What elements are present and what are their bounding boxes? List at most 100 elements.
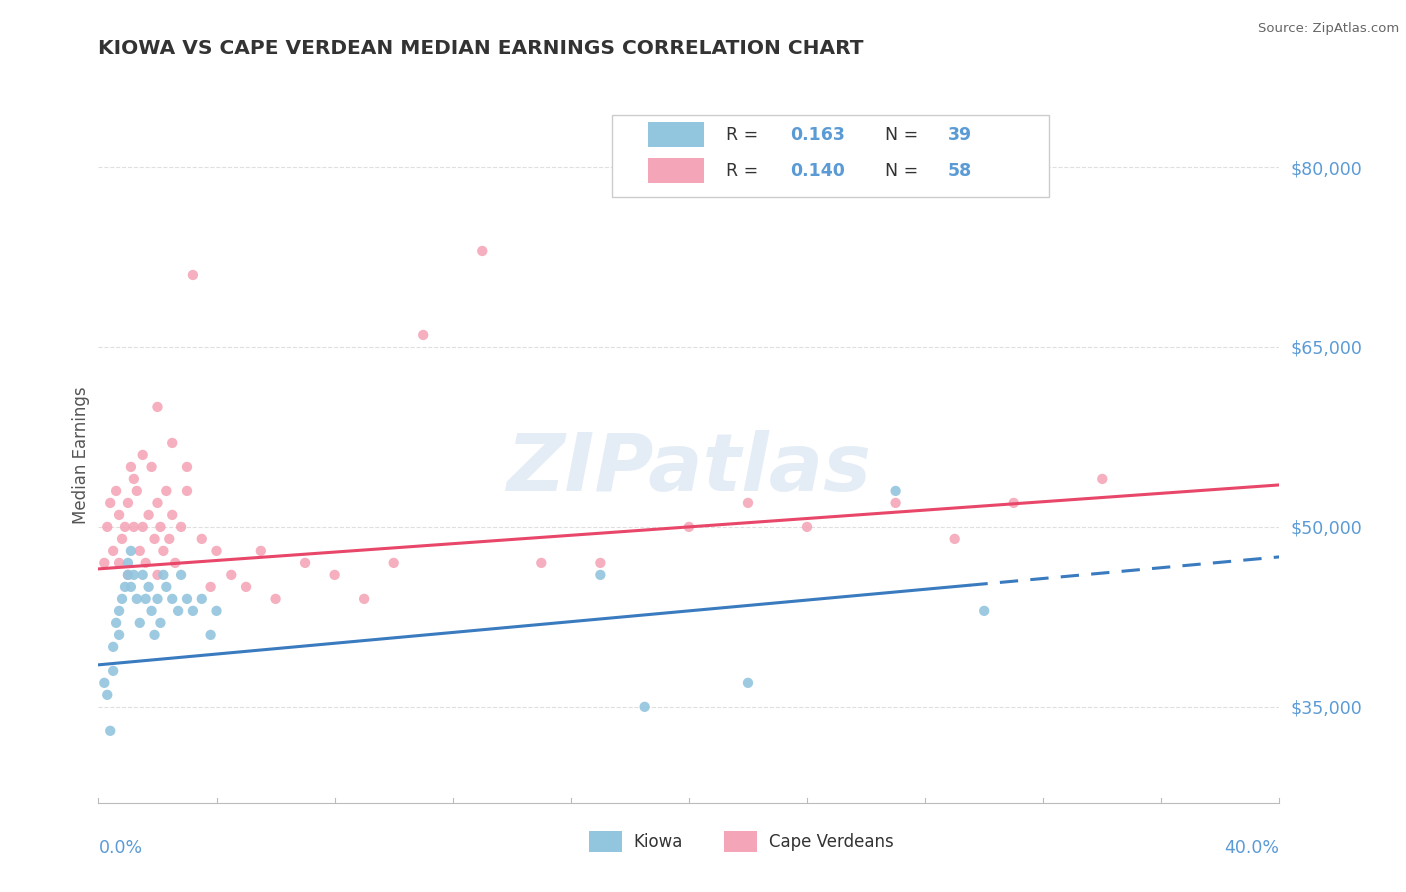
Point <box>678 520 700 534</box>
Point <box>135 556 157 570</box>
Point <box>132 567 155 582</box>
Point <box>146 400 169 414</box>
Point <box>382 556 405 570</box>
Point <box>633 699 655 714</box>
FancyBboxPatch shape <box>612 115 1049 197</box>
Text: R =: R = <box>725 126 763 144</box>
Point <box>323 567 346 582</box>
Point <box>114 520 136 534</box>
Point <box>138 508 160 522</box>
Point <box>589 567 612 582</box>
Point <box>103 664 125 678</box>
Point <box>135 591 157 606</box>
Point <box>108 556 131 570</box>
Point <box>117 567 139 582</box>
Point <box>412 328 434 343</box>
Point <box>1002 496 1025 510</box>
Point <box>108 604 131 618</box>
Point <box>149 520 172 534</box>
Point <box>122 472 145 486</box>
Point <box>103 640 125 654</box>
Point <box>157 532 180 546</box>
Point <box>152 544 174 558</box>
Text: Kiowa: Kiowa <box>634 833 683 851</box>
Point <box>125 591 148 606</box>
Point <box>132 520 155 534</box>
Point <box>162 508 183 522</box>
Point <box>162 591 183 606</box>
Point <box>108 508 131 522</box>
Point <box>205 604 228 618</box>
Point <box>152 567 174 582</box>
Point <box>125 483 148 498</box>
Point <box>294 556 316 570</box>
Point <box>884 496 907 510</box>
Point <box>170 567 193 582</box>
Point <box>191 532 214 546</box>
Point <box>162 436 183 450</box>
Point <box>884 483 907 498</box>
Point <box>141 604 163 618</box>
Point <box>219 567 242 582</box>
Point <box>181 268 204 282</box>
Point <box>155 580 177 594</box>
Point <box>117 567 139 582</box>
Point <box>138 580 160 594</box>
Point <box>141 459 163 474</box>
Point <box>264 591 287 606</box>
Point <box>143 628 166 642</box>
Point <box>155 483 177 498</box>
Point <box>146 591 169 606</box>
Point <box>737 676 759 690</box>
Point <box>200 628 222 642</box>
Text: N =: N = <box>884 126 924 144</box>
Bar <box>589 830 621 852</box>
Point <box>170 520 193 534</box>
Text: ZIPatlas: ZIPatlas <box>506 430 872 508</box>
Point <box>143 532 166 546</box>
Point <box>353 591 375 606</box>
Text: N =: N = <box>884 162 924 180</box>
Point <box>149 615 172 630</box>
Text: 58: 58 <box>948 162 972 180</box>
Point <box>122 567 145 582</box>
Point <box>589 556 612 570</box>
Point <box>250 544 273 558</box>
Point <box>120 544 142 558</box>
Point <box>176 591 198 606</box>
Point <box>146 567 169 582</box>
Point <box>128 544 150 558</box>
Point <box>114 580 136 594</box>
Bar <box>648 122 704 147</box>
Point <box>98 496 121 510</box>
Point <box>165 556 187 570</box>
Bar <box>648 159 704 184</box>
Point <box>96 520 118 534</box>
Point <box>235 580 257 594</box>
Point <box>108 628 131 642</box>
Point <box>205 544 228 558</box>
Point <box>98 723 121 738</box>
Text: Source: ZipAtlas.com: Source: ZipAtlas.com <box>1258 22 1399 36</box>
Point <box>120 580 142 594</box>
Point <box>191 591 214 606</box>
Point <box>105 615 128 630</box>
Point <box>146 496 169 510</box>
Point <box>1091 472 1114 486</box>
Point <box>181 604 204 618</box>
Text: KIOWA VS CAPE VERDEAN MEDIAN EARNINGS CORRELATION CHART: KIOWA VS CAPE VERDEAN MEDIAN EARNINGS CO… <box>98 39 863 58</box>
Point <box>943 532 966 546</box>
Point <box>111 591 134 606</box>
Point <box>796 520 818 534</box>
Text: 40.0%: 40.0% <box>1225 838 1279 857</box>
Point <box>176 483 198 498</box>
Point <box>200 580 222 594</box>
Point <box>973 604 995 618</box>
Point <box>132 448 155 462</box>
Point <box>105 483 128 498</box>
Point <box>471 244 494 258</box>
Text: Cape Verdeans: Cape Verdeans <box>769 833 894 851</box>
Point <box>111 532 134 546</box>
Point <box>530 556 553 570</box>
Point <box>93 676 115 690</box>
